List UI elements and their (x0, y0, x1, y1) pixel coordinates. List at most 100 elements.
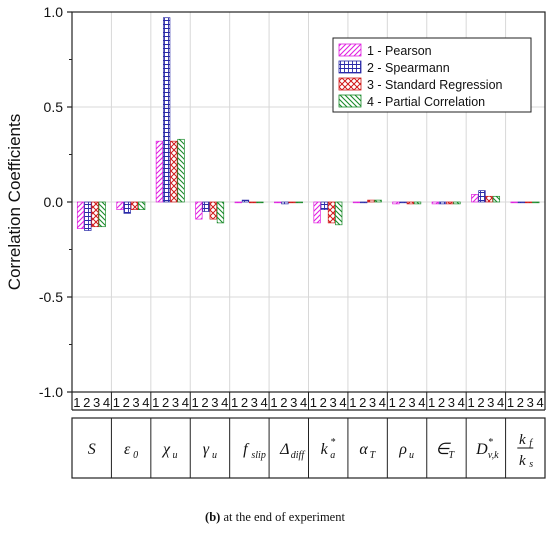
bar-4-cat-8 (374, 199, 382, 203)
bar-2-cat-10 (438, 201, 447, 205)
sub-label: 2 (438, 395, 445, 410)
sub-label: 1 (152, 395, 159, 410)
bar-3-cat-3 (170, 140, 178, 203)
parameter-subscript: u (173, 450, 178, 461)
sub-label: 2 (398, 395, 405, 410)
parameter-superscript: * (330, 437, 335, 448)
y-ticks: 1.0 0.5 0.0 -0.5 -1.0 (39, 4, 72, 400)
sub-label: 3 (330, 395, 337, 410)
bar-4-cat-4 (216, 201, 225, 224)
sub-label: 2 (241, 395, 248, 410)
sub-label: 4 (536, 395, 543, 410)
bar-3-cat-10 (446, 201, 454, 205)
bar-4-cat-9 (413, 201, 422, 205)
legend-label: 3 - Standard Regression (367, 78, 503, 92)
sub-label: 1 (507, 395, 514, 410)
parameter-subscript: 0 (133, 450, 138, 461)
legend-swatch (338, 43, 362, 57)
sub-label: 3 (408, 395, 415, 410)
sub-label: 2 (123, 395, 130, 410)
sub-label: 2 (477, 395, 484, 410)
bar-2-cat-6 (281, 201, 289, 205)
sub-label: 4 (379, 395, 386, 410)
bar-1-cat-11 (471, 194, 479, 203)
parameter-subscript: u (212, 450, 217, 461)
parameter-symbol-10: ∈ T (435, 441, 455, 461)
sub-label: 3 (251, 395, 258, 410)
bar-3-cat-5 (249, 201, 257, 204)
sub-label: 1 (231, 395, 238, 410)
parameter-symbol-7: k a * (321, 437, 336, 461)
sub-label: 3 (290, 395, 297, 410)
bar-3-cat-1 (91, 201, 99, 228)
bar-2-cat-8 (360, 201, 368, 204)
sub-label: 2 (280, 395, 287, 410)
figure-caption: (b) at the end of experiment (0, 510, 550, 525)
bar-4-cat-7 (335, 201, 343, 226)
sub-label: 4 (221, 395, 228, 410)
bar-3-cat-12 (524, 201, 533, 204)
sub-label: 1 (428, 395, 435, 410)
legend-swatch (338, 77, 362, 91)
bar-2-cat-12 (517, 201, 526, 204)
bar-2-cat-2 (123, 201, 131, 214)
legend-label: 1 - Pearson (367, 44, 432, 58)
sub-label: 4 (418, 395, 425, 410)
sub-label: 1 (389, 395, 396, 410)
sub-label: 4 (182, 395, 189, 410)
sub-label: 1 (113, 395, 120, 410)
sub-label: 3 (93, 395, 100, 410)
legend-box (332, 37, 532, 113)
bar-4-cat-6 (295, 201, 303, 204)
bar-1-cat-12 (510, 201, 518, 204)
sub-label: 4 (261, 395, 268, 410)
parameter-subscript: T (370, 450, 377, 461)
sub-label: 2 (201, 395, 208, 410)
parameter-main: D (475, 441, 488, 458)
sub-label: 2 (320, 395, 327, 410)
y-tick-label: -1.0 (39, 384, 63, 400)
legend: 1 - Pearson 2 - Spearmann 3 - Standard Reg… (332, 37, 532, 113)
sub-label: 4 (142, 395, 149, 410)
bar-1-cat-8 (352, 201, 361, 204)
caption-prefix: (b) (205, 510, 221, 524)
bar-2-cat-5 (241, 199, 250, 203)
y-tick-label: -0.5 (39, 289, 63, 305)
bar-4-cat-11 (492, 195, 501, 203)
bar-4-cat-10 (453, 201, 461, 205)
fraction-denominator-sub: s (529, 459, 533, 470)
sub-label: 4 (458, 395, 465, 410)
bar-4-cat-1 (98, 201, 106, 228)
bar-3-cat-2 (130, 201, 139, 210)
bar-2-cat-9 (399, 201, 407, 204)
sub-label: 1 (73, 395, 80, 410)
sub-label: 2 (83, 395, 90, 410)
bar-4-cat-5 (256, 201, 264, 204)
y-tick-label: 1.0 (44, 4, 64, 20)
parameter-main: χ (161, 441, 171, 458)
parameter-main: S (88, 441, 96, 458)
y-tick-label: 0.5 (44, 99, 64, 115)
bar-3-cat-6 (288, 201, 296, 204)
legend-label: 2 - Spearmann (367, 61, 450, 75)
legend-swatch (338, 94, 362, 108)
sub-label: 3 (369, 395, 376, 410)
bar-3-cat-8 (367, 199, 375, 203)
bar-2-cat-3 (162, 17, 171, 203)
sub-label: 2 (359, 395, 366, 410)
parameter-superscript: * (488, 437, 493, 448)
sub-label: 1 (310, 395, 317, 410)
sub-label: 1 (192, 395, 199, 410)
bar-3-cat-11 (485, 195, 493, 203)
sub-label: 2 (517, 395, 524, 410)
fraction-numerator: k (519, 432, 526, 448)
parameter-subscript: v,k (488, 450, 499, 461)
legend-swatch (338, 60, 362, 74)
